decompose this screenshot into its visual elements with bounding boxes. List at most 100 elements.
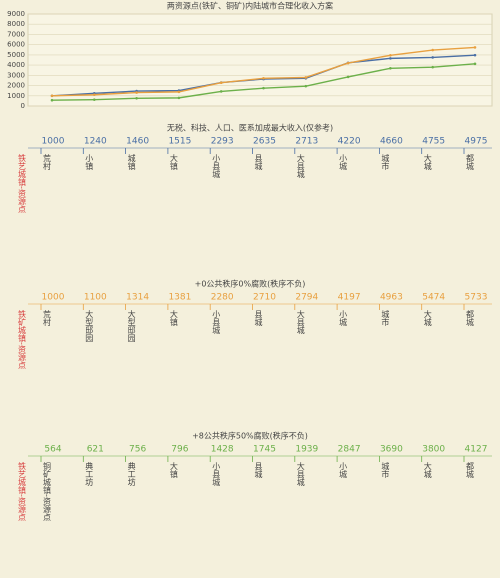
side-label: 铁矿城镇-资源点 — [18, 309, 27, 370]
point — [177, 90, 181, 94]
section-title: +8公共秩序50%腐败(秩序不负) — [192, 431, 308, 441]
column-label: 大城 — [423, 153, 432, 171]
column-value: 1515 — [168, 137, 191, 147]
point — [304, 84, 308, 88]
column-value: 1745 — [253, 445, 276, 455]
column-label: 大镇 — [169, 309, 178, 327]
column-value: 1240 — [84, 137, 107, 147]
column-label: 城市 — [381, 154, 390, 171]
y-tick-label: 6000 — [7, 41, 25, 49]
point — [431, 48, 435, 52]
column-label: 小城 — [339, 154, 348, 171]
column-value: 2280 — [211, 293, 234, 303]
point — [135, 96, 138, 100]
column-value: 1314 — [126, 293, 149, 303]
plot-area — [27, 13, 493, 107]
column-value: 4963 — [380, 293, 403, 303]
column-label: 典工坊 — [85, 461, 94, 487]
column-label: 大镇 — [169, 153, 178, 171]
column-value: 756 — [129, 445, 146, 455]
column-label: 都城 — [466, 154, 475, 171]
column-label: 小县城 — [212, 154, 221, 179]
column-value: 1100 — [84, 293, 107, 303]
column-label: 大城 — [423, 309, 432, 327]
column-value: 5474 — [422, 293, 445, 303]
column-value: 4127 — [465, 445, 488, 455]
column-value: 2847 — [338, 445, 361, 455]
point — [50, 98, 54, 102]
column-label: 大型邸园 — [127, 309, 136, 343]
column-label: 大城 — [423, 461, 432, 479]
column-value: 2293 — [211, 137, 234, 147]
point — [177, 96, 181, 100]
point — [135, 91, 138, 94]
column-value: 1460 — [126, 137, 149, 147]
column-value: 796 — [171, 445, 188, 455]
point — [389, 53, 392, 57]
column-label: 县城 — [254, 154, 263, 171]
y-tick-label: 7000 — [7, 30, 25, 38]
y-tick-label: 3000 — [7, 71, 25, 79]
column-value: 5733 — [465, 293, 488, 303]
point — [346, 61, 350, 65]
y-tick-label: 9000 — [7, 10, 25, 18]
column-value: 1000 — [42, 137, 65, 147]
column-label: 都城 — [466, 310, 475, 327]
point — [304, 76, 308, 79]
column-value: 1000 — [42, 293, 65, 303]
column-label: 小城 — [339, 462, 348, 479]
column-value: 2794 — [295, 293, 318, 303]
column-value: 4197 — [338, 293, 361, 303]
point — [262, 76, 265, 80]
side-label: 铁艺城镇-资源点 — [18, 461, 27, 522]
y-tick-label: 5000 — [7, 51, 25, 59]
point — [431, 65, 435, 69]
column-label: 小县城 — [212, 462, 221, 487]
column-label: 县城 — [254, 462, 263, 479]
column-value: 4975 — [465, 137, 488, 147]
column-value: 4220 — [338, 137, 361, 147]
column-label: 都城 — [466, 462, 475, 479]
chart-title: 两资源点(铁矿、铜矿)内陆城市合理化收入方案 — [167, 1, 333, 11]
column-label: 典工坊 — [127, 461, 136, 487]
section-title: 无税、科技、人口、医系加成最大收入(仅参考) — [167, 123, 333, 133]
column-label: 小城 — [339, 310, 348, 327]
y-tick-label: 2000 — [7, 82, 25, 90]
column-value: 2710 — [253, 293, 276, 303]
column-label: 城市 — [381, 310, 390, 327]
column-label: 荒村 — [43, 309, 52, 326]
column-value: 2635 — [253, 137, 276, 147]
point — [389, 66, 392, 70]
point — [262, 86, 265, 90]
column-label: 荒村 — [43, 153, 52, 170]
side-label: 铁艺城镇-资源点 — [18, 153, 27, 214]
point — [473, 46, 477, 49]
column-label: 城市 — [381, 462, 390, 479]
column-value: 3690 — [380, 445, 403, 455]
y-tick-label: 0 — [21, 102, 25, 110]
point — [219, 81, 223, 84]
point — [473, 53, 477, 57]
column-label: 铜矿城镇-资源点 — [43, 461, 52, 522]
column-value: 2713 — [295, 137, 318, 147]
column-label: 城镇 — [127, 154, 136, 171]
point — [93, 93, 96, 97]
column-value: 564 — [44, 445, 61, 455]
column-label: 大县城 — [296, 153, 305, 179]
column-label: 大县城 — [296, 461, 305, 487]
column-label: 小镇 — [85, 154, 94, 171]
column-label: 大镇 — [169, 461, 178, 479]
column-value: 4660 — [380, 137, 403, 147]
point — [219, 90, 223, 93]
point — [93, 98, 96, 101]
point — [431, 56, 435, 59]
point — [473, 62, 477, 66]
y-tick-label: 8000 — [7, 20, 25, 28]
point — [50, 94, 54, 98]
y-tick-label: 4000 — [7, 61, 25, 69]
point — [389, 57, 392, 60]
column-label: 小县城 — [212, 310, 221, 335]
point — [346, 75, 350, 79]
column-value: 3800 — [422, 445, 445, 455]
